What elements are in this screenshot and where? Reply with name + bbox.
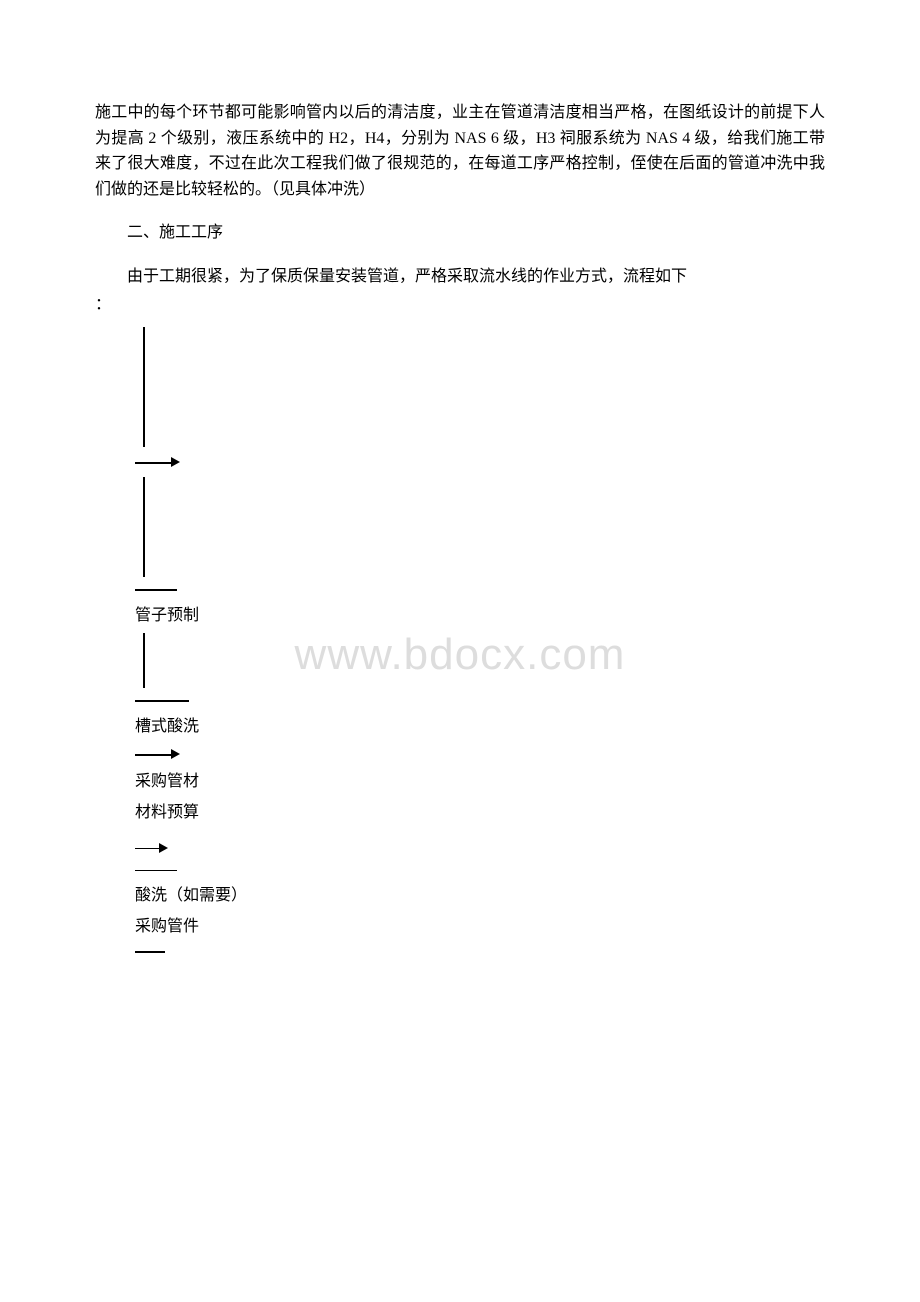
flow-connector-line [143, 633, 145, 688]
flow-connector-line [135, 700, 189, 702]
flow-step-label: 材料预算 [135, 800, 825, 826]
paragraph-flow-intro: 由于工期很紧，为了保质保量安装管道，严格采取流水线的作业方式，流程如下 [95, 264, 825, 290]
arrow-right-icon [135, 838, 171, 858]
paragraph-intro: 施工中的每个环节都可能影响管内以后的清洁度，业主在管道清洁度相当严格，在图纸设计… [95, 100, 825, 202]
section-heading: 二、施工工序 [95, 220, 825, 246]
flow-connector-line [143, 477, 145, 577]
flow-step-label: 酸洗（如需要） [135, 883, 825, 909]
arrow-right-icon [135, 452, 183, 472]
flow-connector-line [135, 589, 177, 591]
flow-connector-line [135, 870, 177, 872]
flow-step-label: 采购管材 [135, 769, 825, 795]
flow-step-label: 管子预制 [135, 603, 825, 629]
arrow-right-icon [135, 744, 183, 764]
flow-step-label: 槽式酸洗 [135, 714, 825, 740]
flow-connector-line [143, 327, 145, 447]
paragraph-flow-colon: ： [95, 292, 825, 318]
flow-connector-line [135, 951, 165, 953]
flow-step-label: 采购管件 [135, 914, 825, 940]
flowchart: 管子预制 槽式酸洗 采购管材 材料预算 酸洗（如需要） 采购管件 [95, 327, 825, 953]
document-content: 施工中的每个环节都可能影响管内以后的清洁度，业主在管道清洁度相当严格，在图纸设计… [95, 100, 825, 953]
